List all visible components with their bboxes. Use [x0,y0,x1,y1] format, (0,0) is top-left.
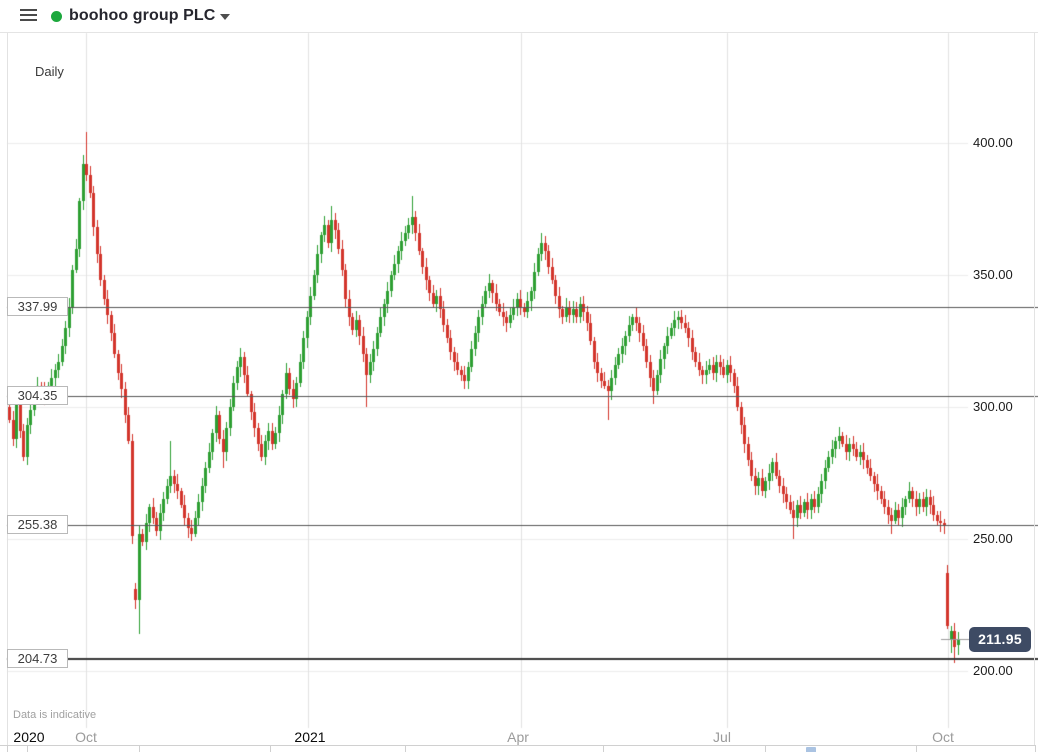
price-axis-label: 400.00 [973,135,1013,150]
time-axis-label: Oct [75,729,97,745]
strip-divider [270,746,271,752]
strip-divider [7,746,8,752]
strip-divider [1035,746,1036,752]
price-axis-label: 350.00 [973,267,1013,282]
bottom-panel-strip [0,745,1036,752]
caret-down-icon [220,14,230,20]
price-axis-label: 300.00 [973,399,1013,414]
time-axis-label: Oct [932,729,954,745]
right-panel-border [1034,33,1035,752]
level-label: 304.35 [7,386,68,405]
time-axis-label: Apr [507,729,529,745]
strip-scroll-marker[interactable] [806,747,816,752]
instrument-dropdown-button[interactable] [216,6,236,26]
level-label: 337.99 [7,297,68,316]
market-status-dot-icon [51,11,62,22]
strip-divider [27,746,28,752]
strip-divider [405,746,406,752]
time-axis-label: 2021 [294,729,326,745]
last-price-badge: 211.95 [969,627,1031,652]
price-axis-label: 200.00 [973,663,1013,678]
price-axis-label: 250.00 [973,531,1013,546]
time-axis-label: Jul [713,729,731,745]
strip-divider [765,746,766,752]
instrument-title: boohoo group PLC [69,7,216,24]
strip-divider [916,746,917,752]
level-label: 204.73 [7,649,68,668]
strip-divider [603,746,604,752]
hamburger-menu-icon[interactable] [20,8,40,24]
interval-label: Daily [35,64,64,79]
time-axis-label: 2020 [13,729,45,745]
level-label: 255.38 [7,515,68,534]
disclaimer-text: Data is indicative [13,709,97,721]
header: boohoo group PLC [0,0,1038,33]
strip-divider [139,746,140,752]
